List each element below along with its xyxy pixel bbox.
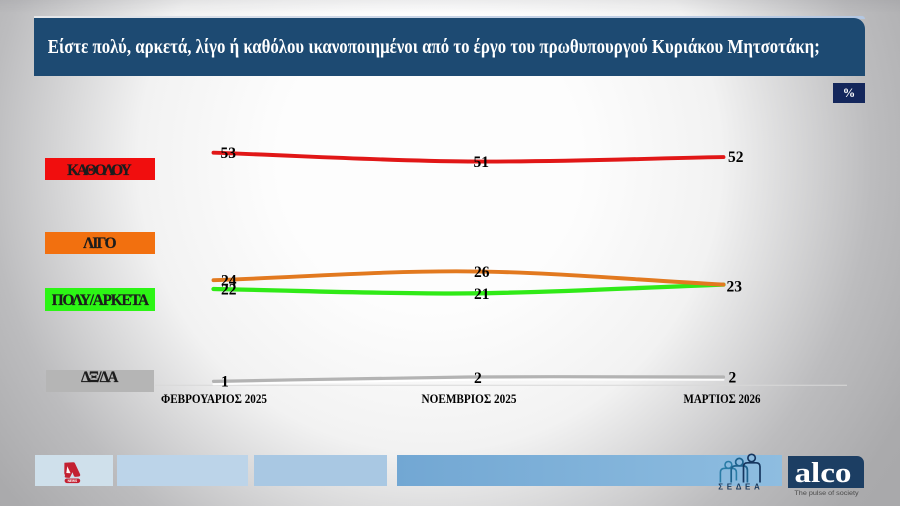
svg-text:23: 23 <box>727 279 743 296</box>
svg-text:1: 1 <box>221 374 229 391</box>
svg-text:22: 22 <box>221 282 237 299</box>
svg-text:ΛΙΓΟ: ΛΙΓΟ <box>83 235 116 252</box>
svg-text:ΔΞ/ΔΑ: ΔΞ/ΔΑ <box>81 369 119 386</box>
svg-text:ΜΑΡΤΙΟΣ 2026: ΜΑΡΤΙΟΣ 2026 <box>684 392 761 406</box>
svg-text:21: 21 <box>474 286 490 303</box>
svg-text:ΣΕΔΕΑ: ΣΕΔΕΑ <box>718 482 761 491</box>
svg-text:52: 52 <box>728 149 744 166</box>
svg-text:NEWS: NEWS <box>68 479 78 483</box>
svg-text:ΠΟΛΥ/ΑΡΚΕΤΑ: ΠΟΛΥ/ΑΡΚΕΤΑ <box>52 292 149 309</box>
svg-text:26: 26 <box>474 264 490 281</box>
svg-text:ΚΑΘΟΛΟΥ: ΚΑΘΟΛΟΥ <box>67 162 132 179</box>
svg-text:alco: alco <box>795 458 852 489</box>
svg-text:53: 53 <box>221 145 237 162</box>
svg-text:The pulse of society: The pulse of society <box>794 490 859 497</box>
svg-text:24: 24 <box>221 273 237 290</box>
svg-text:2: 2 <box>474 370 482 387</box>
svg-text:51: 51 <box>474 154 490 171</box>
svg-text:ΝΟΕΜΒΡΙΟΣ 2025: ΝΟΕΜΒΡΙΟΣ 2025 <box>422 392 517 406</box>
svg-text:ΦΕΒΡΟΥΑΡΙΟΣ 2025: ΦΕΒΡΟΥΑΡΙΟΣ 2025 <box>161 392 267 406</box>
svg-text:2: 2 <box>729 370 737 387</box>
